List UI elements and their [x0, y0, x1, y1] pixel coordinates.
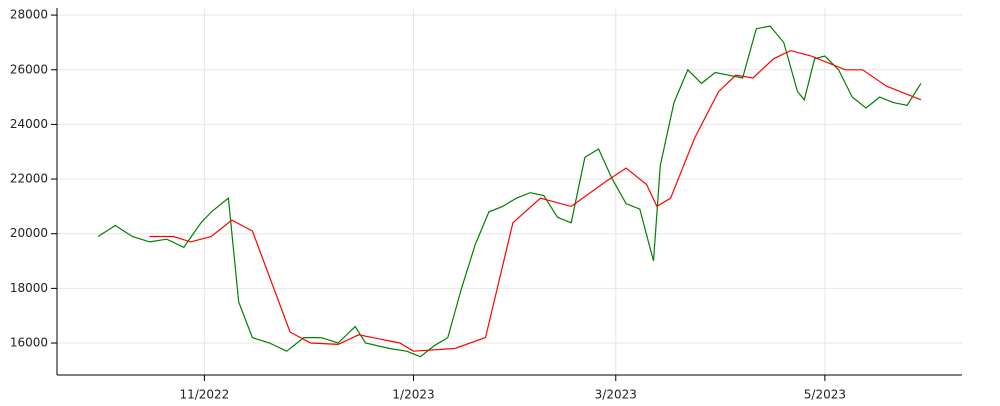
y-tick-label: 28000 — [10, 8, 48, 22]
x-tick-label: 3/2023 — [595, 388, 637, 402]
x-tick-label: 1/2023 — [392, 388, 434, 402]
line-series — [149, 49, 922, 352]
line-series — [97, 25, 922, 358]
y-tick-label: 26000 — [10, 62, 48, 76]
y-tick-label: 16000 — [10, 336, 48, 350]
x-tick-label: 11/2022 — [179, 388, 229, 402]
x-tick-label: 5/2023 — [804, 388, 846, 402]
y-tick-label: 24000 — [10, 117, 48, 131]
y-tick-label: 20000 — [10, 226, 48, 240]
y-tick-label: 18000 — [10, 281, 48, 295]
y-tick-label: 22000 — [10, 172, 48, 186]
